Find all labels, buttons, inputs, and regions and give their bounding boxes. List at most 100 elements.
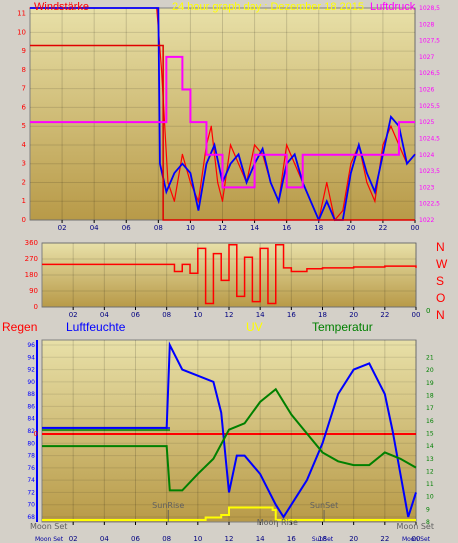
bottom-x-tick: 20: [349, 535, 358, 543]
wind-gust-point: [374, 200, 376, 202]
mid-x-tick: 12: [225, 311, 234, 319]
mid-x-tick: 06: [131, 311, 140, 319]
wind-y-tick: 11: [17, 10, 26, 18]
pressure-label: Luftdruck: [370, 1, 416, 13]
wind-gust-point: [167, 181, 169, 184]
wind-gust-point: [197, 200, 200, 202]
wind-y-tick: 8: [22, 66, 26, 74]
bottom-x-tick: 10: [193, 535, 202, 543]
temp-y-tick: 18: [426, 393, 434, 400]
compass-s: S: [436, 274, 445, 288]
bottom-x-tick: 22: [380, 535, 389, 543]
mid-x-tick: 10: [193, 311, 202, 319]
pressure-y-tick: 1022: [419, 217, 434, 224]
top-x-tick: 12: [218, 224, 227, 232]
wind-average-line: [30, 44, 415, 221]
pressure-y-tick: 1022,5: [419, 201, 440, 208]
wind-y-tick: 4: [22, 141, 27, 149]
pressure-y-tick: 1026,5: [419, 70, 440, 77]
temp-y-tick: 16: [426, 418, 434, 425]
wind-y-tick: 0: [22, 216, 26, 224]
temp-label: Temperatur: [312, 320, 373, 334]
top-x-tick: 10: [186, 224, 195, 232]
wind-gust-point: [229, 144, 232, 146]
pressure-y-tick: 1023: [419, 184, 434, 191]
wind-gust-point: [286, 144, 288, 146]
pressure-y-tick: 1024,5: [419, 135, 440, 142]
wind-gust-point: [221, 200, 224, 202]
humidity-y-tick: 94: [27, 354, 35, 361]
mid-x-tick: 16: [287, 311, 296, 319]
direction-y-tick: 0: [34, 303, 38, 311]
wind-gust-point: [366, 181, 368, 184]
humidity-y-tick: 90: [27, 379, 35, 386]
bottom-x-tick: 12: [225, 535, 234, 543]
compass-n1: N: [436, 240, 445, 254]
humidity-y-tick: 78: [27, 453, 35, 460]
wind-label: Windstärke: [34, 1, 90, 13]
wind-gust-point: [326, 181, 328, 184]
bottom-x-tick: 08: [162, 535, 171, 543]
moonrise-label: Moon Rise: [257, 518, 298, 527]
rain-label: Regen: [2, 320, 38, 334]
pressure-y-tick: 1027,5: [419, 38, 440, 45]
top-x-tick: 22: [378, 224, 387, 232]
wind-gust-point: [390, 125, 392, 127]
moonset-right-label: Moon Set: [397, 522, 434, 531]
bottom-moonset-label: Moon Set: [35, 536, 64, 543]
wind-gust-point: [342, 210, 344, 212]
top-x-tick: 16: [282, 224, 291, 232]
direction-y-tick: 90: [29, 287, 38, 295]
moonset-left-label: Moon Set: [30, 522, 67, 531]
bottom-x-tick: 06: [131, 535, 140, 543]
wind-gust-point: [253, 144, 256, 146]
wind-y-tick: 2: [22, 178, 26, 186]
compass-o: O: [436, 291, 446, 305]
wind-gust-point: [160, 69, 163, 71]
humidity-label: Luftfeuchte: [66, 320, 126, 334]
bottom-x-tick: 14: [256, 535, 265, 543]
wind-gust-point: [294, 163, 296, 165]
pressure-y-tick: 1026: [419, 87, 434, 94]
compass-w: W: [436, 257, 448, 271]
pressure-y-tick: 1028,5: [419, 5, 440, 12]
sunrise-label: SunRise: [152, 501, 184, 510]
top-x-tick: 14: [250, 224, 259, 232]
mid-x-tick: 04: [100, 311, 109, 319]
humidity-y-tick: 76: [27, 465, 35, 472]
direction-y-tick: 180: [25, 271, 38, 279]
chart-title: 24 hour graph day : Dezember 18 2015: [172, 1, 365, 13]
pressure-line: [30, 55, 415, 189]
rain-zero-tick: 0: [34, 430, 38, 438]
top-x-tick: 00: [411, 224, 420, 232]
humidity-y-tick: 84: [27, 416, 35, 423]
humidity-y-tick: 74: [27, 477, 35, 484]
humidity-y-tick: 70: [27, 502, 35, 509]
wind-y-tick: 3: [22, 160, 26, 168]
bottom-x-tick: 02: [69, 535, 78, 543]
uv-label: UV: [246, 320, 263, 334]
mid-x-tick: 18: [318, 311, 327, 319]
wind-y-tick: 7: [22, 85, 26, 93]
wind-speed-line: [30, 7, 416, 223]
humidity-y-tick: 86: [27, 403, 35, 410]
compass-n2: N: [436, 308, 445, 322]
mid-x-tick: 08: [162, 311, 171, 319]
temp-y-tick: 9: [426, 506, 430, 513]
wind-gust-point: [350, 163, 352, 165]
mid-x-tick: 00: [412, 311, 421, 319]
pressure-y-tick: 1025,5: [419, 103, 440, 110]
wind-y-tick: 10: [17, 28, 26, 36]
mid-x-tick: 02: [69, 311, 78, 319]
top-x-tick: 06: [122, 224, 131, 232]
bottom-moonset-right-label: Moon Set: [402, 536, 431, 543]
temp-y-tick: 21: [426, 355, 434, 362]
wind-gust-point: [382, 144, 384, 146]
top-x-tick: 20: [346, 224, 355, 232]
wind-direction-line: [42, 244, 417, 305]
temp-y-tick: 10: [426, 494, 434, 501]
temp-y-tick: 13: [426, 456, 434, 463]
humidity-y-tick: 72: [27, 489, 35, 496]
mid-x-tick: 14: [256, 311, 265, 319]
